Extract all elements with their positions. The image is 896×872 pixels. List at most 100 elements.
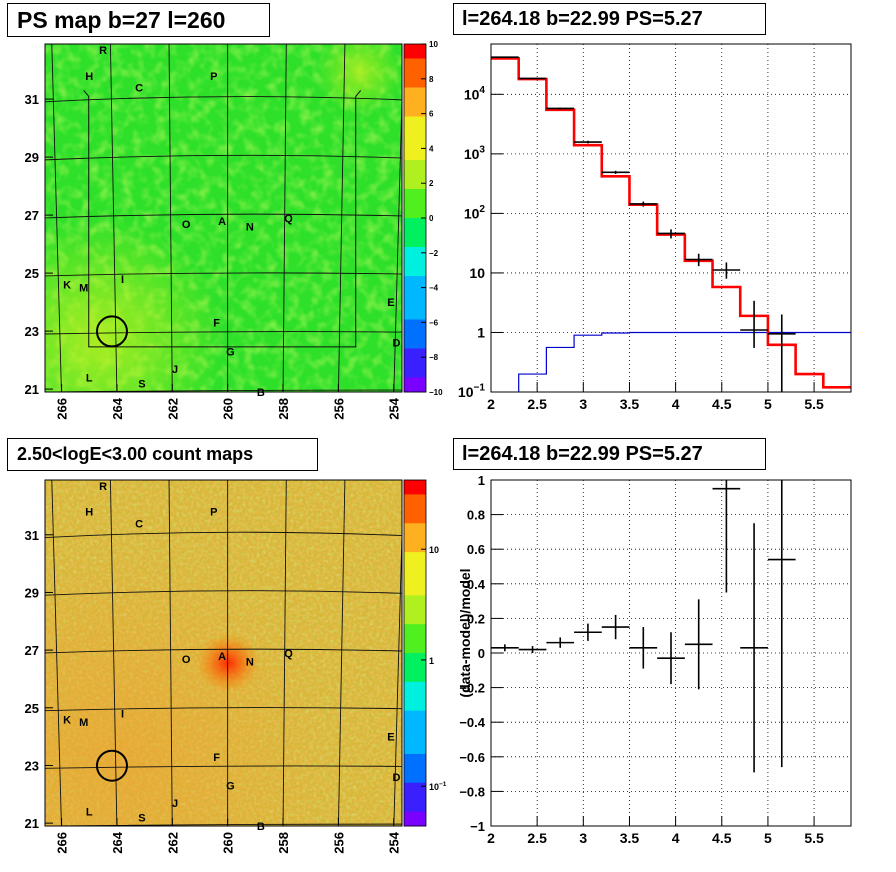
source-label-q: Q <box>284 648 293 660</box>
longitude-line <box>337 480 346 826</box>
spectrum-title: l=264.18 b=22.99 PS=5.27 <box>453 3 766 35</box>
x-tick-label: 5.5 <box>804 396 824 412</box>
y-tick-label: 25 <box>25 266 39 281</box>
colorbar <box>403 43 427 393</box>
colorbar-band <box>404 290 426 306</box>
source-label-g: G <box>226 346 235 358</box>
x-tick-label: 4 <box>672 396 680 412</box>
y-tick-label: 0 <box>478 646 485 661</box>
y-tick-label: 31 <box>25 92 39 107</box>
source-label-e: E <box>387 297 394 309</box>
source-circle-marker <box>95 315 128 348</box>
roi-outline <box>83 90 362 348</box>
residual-title: l=264.18 b=22.99 PS=5.27 <box>453 438 766 470</box>
latitude-line <box>45 590 402 596</box>
x-tick-label: 260 <box>221 832 236 854</box>
source-label-c: C <box>135 518 143 530</box>
colorbar-band <box>404 334 426 349</box>
colorbar-band <box>404 480 426 495</box>
source-label-s: S <box>138 812 145 824</box>
y-tick-label: 29 <box>25 150 39 165</box>
source-label-i: I <box>121 709 124 721</box>
y-tick-label: −0.4 <box>459 715 485 730</box>
colorbar-band <box>404 189 426 204</box>
y-tick-label: 0.6 <box>467 542 485 557</box>
y-tick-label: 104 <box>464 85 486 102</box>
x-tick-label: 5 <box>764 396 772 412</box>
colorbar-tick-label: 4 <box>429 144 434 153</box>
colorbar-band <box>404 261 426 277</box>
source-label-f: F <box>213 752 220 764</box>
colorbar-tick-label: −8 <box>429 353 439 362</box>
y-tick-label: 0.8 <box>467 508 485 523</box>
x-tick-label: 5.5 <box>804 830 824 846</box>
source-label-h: H <box>85 507 93 519</box>
source-label-m: M <box>79 717 88 729</box>
colorbar-band <box>404 638 426 654</box>
colorbar-band <box>404 753 426 769</box>
source-circle-marker <box>95 749 128 782</box>
source-label-j: J <box>172 798 178 810</box>
colorbar-tick-label: −2 <box>429 249 439 258</box>
colorbar-tick-label: −6 <box>429 318 439 327</box>
y-tick-label: 29 <box>25 585 39 600</box>
y-tick-label: 25 <box>25 701 39 716</box>
x-tick-label: 3.5 <box>620 396 640 412</box>
x-tick-label: 4.5 <box>712 396 732 412</box>
colorbar-band <box>404 696 426 712</box>
colorbar-band <box>404 537 426 553</box>
y-tick-label: 27 <box>25 643 39 658</box>
colorbar-band <box>404 667 426 683</box>
y-tick-label: 103 <box>464 145 486 162</box>
colorbar-band <box>404 102 426 117</box>
longitude-line <box>282 480 287 826</box>
x-tick-label: 256 <box>331 832 346 854</box>
source-label-r: R <box>99 481 107 493</box>
colorbar-band <box>404 319 426 335</box>
latitude-line <box>45 648 402 654</box>
longitude-line <box>282 44 287 392</box>
colorbar-tick-label: 10 <box>429 40 438 49</box>
latitude-line <box>45 765 402 769</box>
y-tick-label: 23 <box>25 324 39 339</box>
colorbar-band <box>404 218 426 233</box>
colorbar-band <box>404 595 426 611</box>
source-label-s: S <box>138 378 145 390</box>
source-label-b: B <box>257 821 265 833</box>
colorbar-tick-label: −4 <box>429 284 439 293</box>
x-tick-label: 256 <box>331 398 346 420</box>
source-label-o: O <box>182 654 191 666</box>
y-tick-label: 31 <box>25 528 39 543</box>
colorbar-band <box>404 552 426 567</box>
colorbar-band <box>404 160 426 175</box>
y-tick-label: 27 <box>25 208 39 223</box>
colorbar-tick-label: 10 <box>429 545 439 555</box>
x-tick-label: 254 <box>387 831 402 853</box>
y-tick-label: 1 <box>477 324 485 340</box>
colorbar-band <box>404 87 426 103</box>
source-label-d: D <box>392 772 400 784</box>
source-label-g: G <box>226 781 235 793</box>
x-tick-label: 2.5 <box>527 396 547 412</box>
x-tick-label: 3 <box>579 396 587 412</box>
colorbar-band <box>404 653 426 668</box>
source-label-f: F <box>213 317 220 329</box>
colorbar-band <box>404 58 426 74</box>
x-tick-label: 4.5 <box>712 830 732 846</box>
colorbar <box>403 479 427 827</box>
x-tick-label: 5 <box>764 830 772 846</box>
colorbar-band <box>404 494 426 510</box>
y-tick-label: 10 <box>469 265 485 281</box>
source-label-m: M <box>79 283 88 295</box>
model-total-histogram <box>491 57 851 389</box>
source-label-p: P <box>210 71 217 83</box>
colorbar-tick-label: 6 <box>429 110 434 119</box>
colorbar-band <box>404 739 426 755</box>
colorbar-band <box>404 681 426 697</box>
colorbar-band <box>404 523 426 539</box>
colorbar-band <box>404 116 426 132</box>
colorbar-band <box>404 508 426 524</box>
source-label-a: A <box>218 651 226 663</box>
source-label-n: N <box>246 657 254 669</box>
y-tick-label: 0.2 <box>467 611 485 626</box>
